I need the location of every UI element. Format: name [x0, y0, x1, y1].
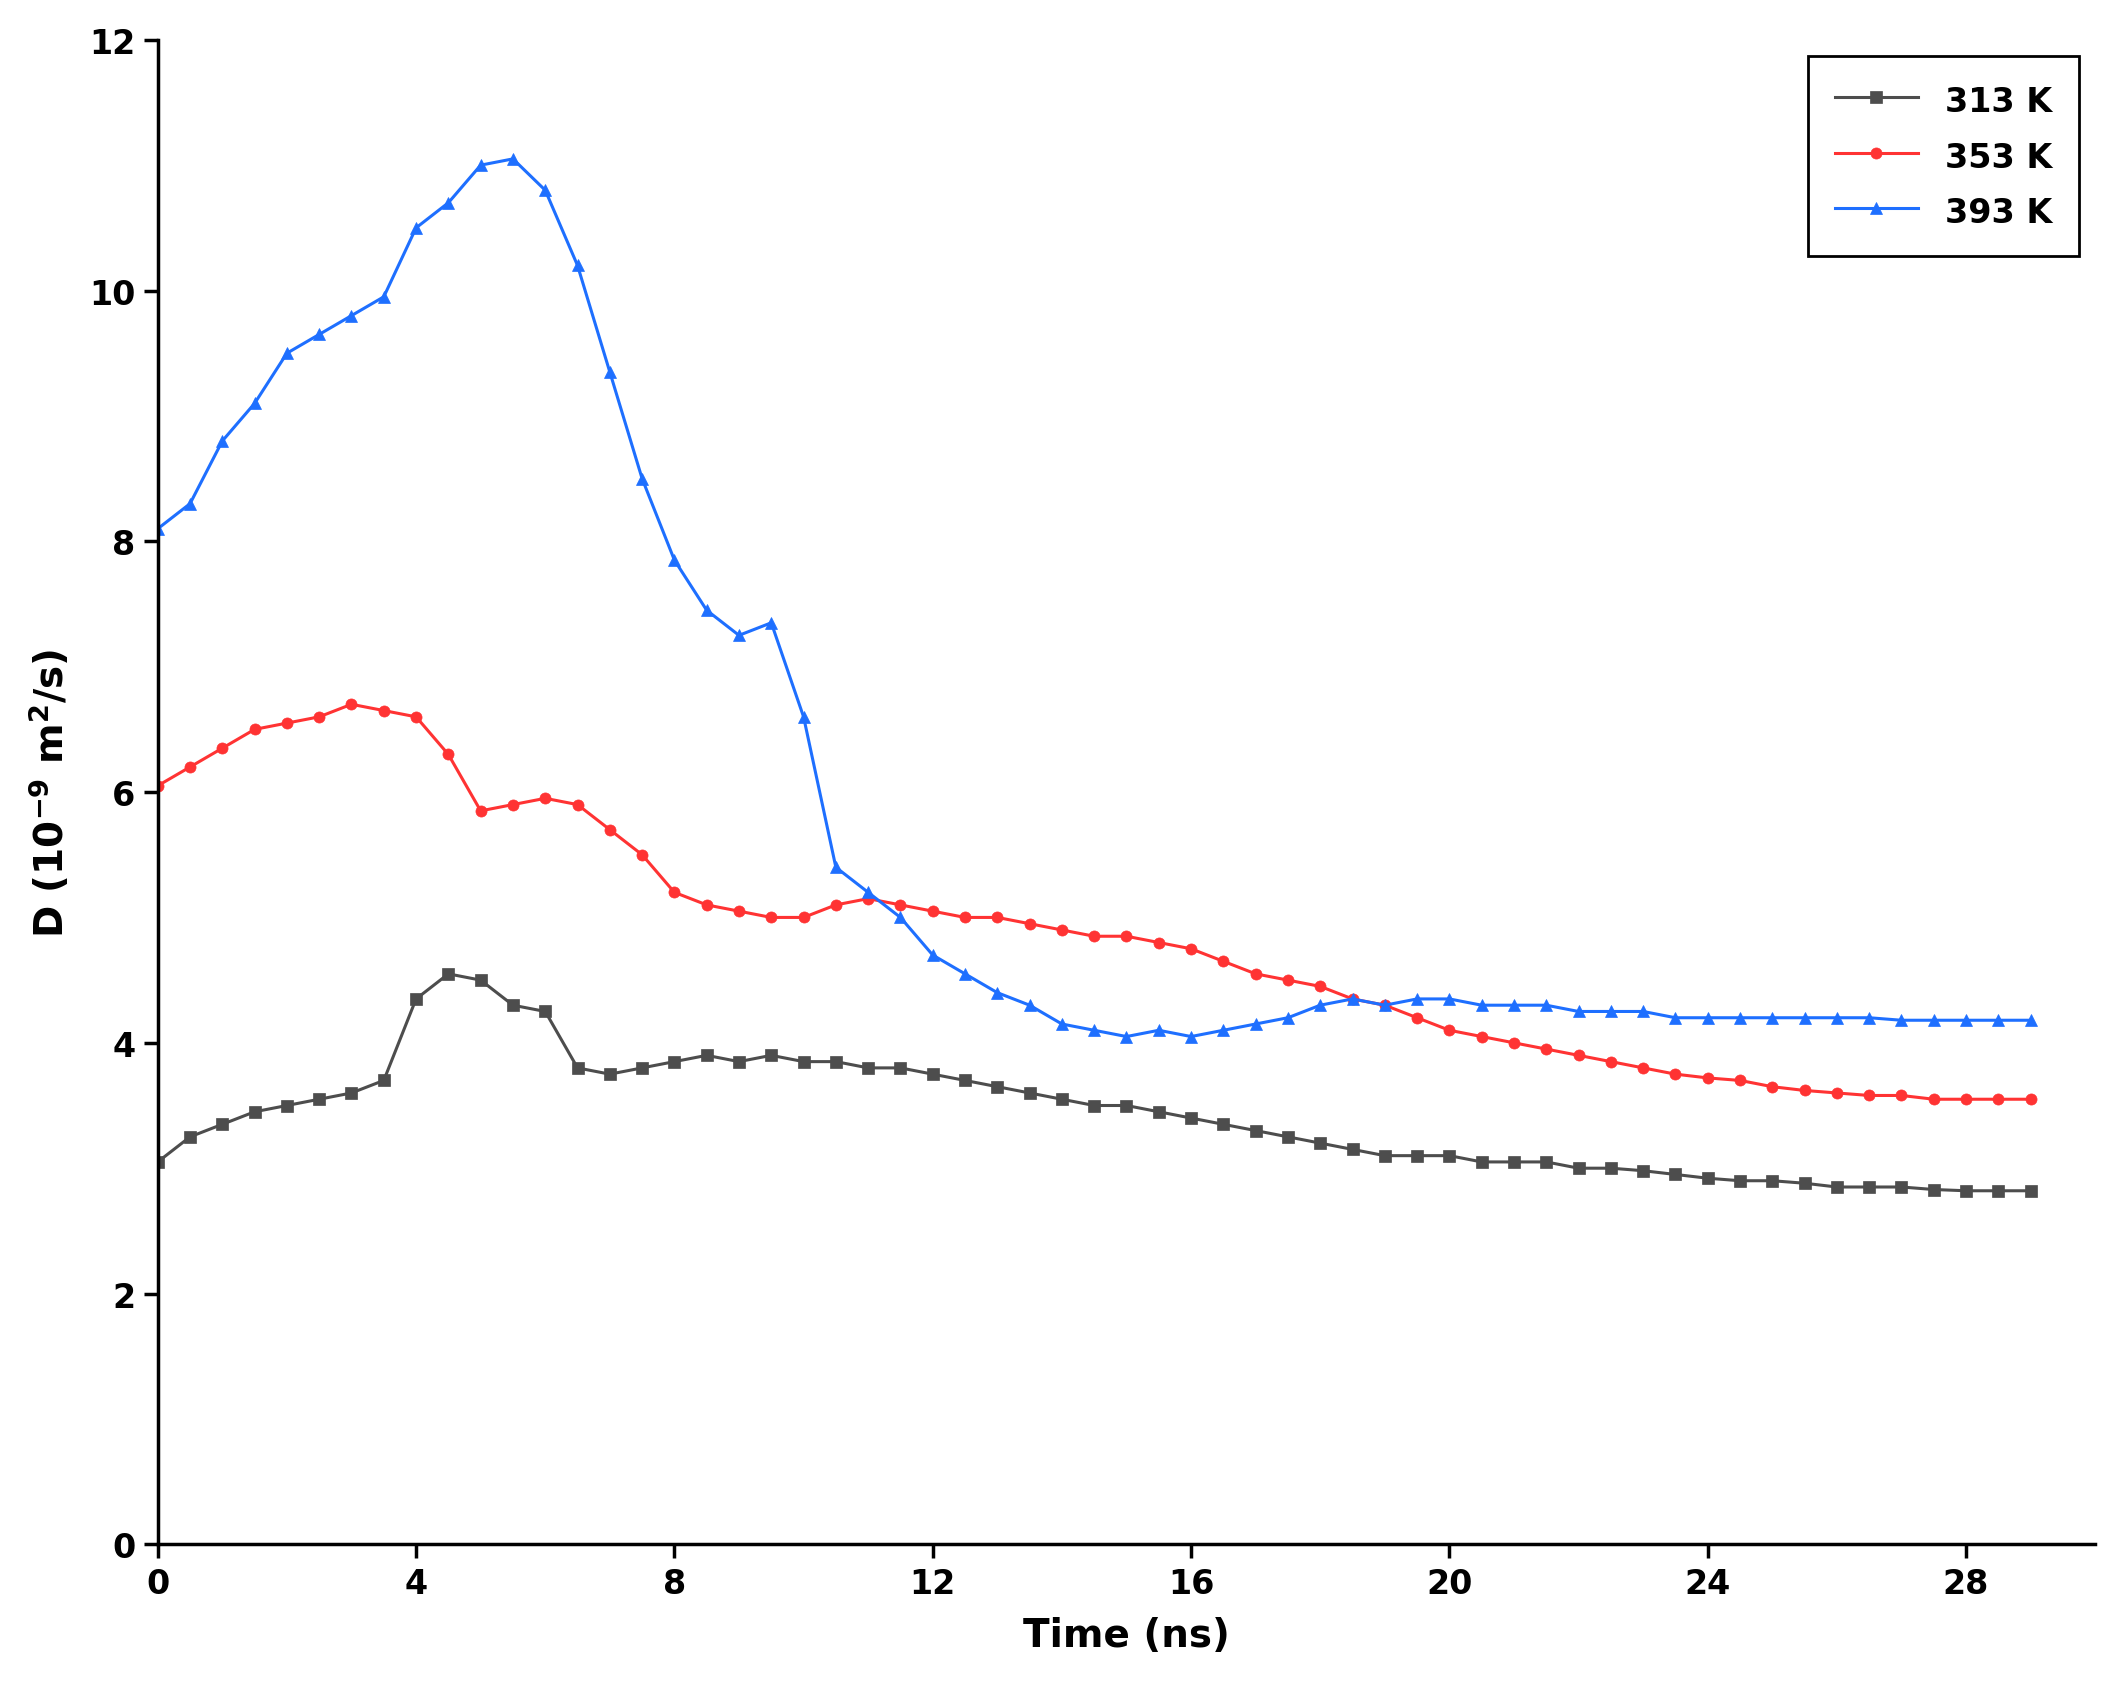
393 K	[210, 432, 236, 452]
353 K	[467, 801, 493, 821]
313 K	[144, 1152, 170, 1172]
Y-axis label: D (10$^{-9}$ m$^{2}$/s): D (10$^{-9}$ m$^{2}$/s)	[28, 648, 72, 937]
393 K	[340, 306, 365, 326]
Legend: 313 K, 353 K, 393 K: 313 K, 353 K, 393 K	[1809, 57, 2078, 257]
313 K	[467, 971, 493, 991]
353 K	[1146, 934, 1172, 954]
313 K	[1533, 1152, 1558, 1172]
353 K	[144, 775, 170, 796]
393 K	[662, 550, 688, 570]
353 K	[340, 695, 365, 715]
Line: 353 K: 353 K	[153, 700, 2036, 1105]
313 K	[662, 1051, 688, 1071]
353 K	[210, 738, 236, 759]
313 K	[435, 964, 461, 984]
313 K	[340, 1083, 365, 1103]
393 K	[144, 520, 170, 540]
313 K	[210, 1115, 236, 1135]
X-axis label: Time (ns): Time (ns)	[1023, 1616, 1229, 1653]
393 K	[435, 193, 461, 214]
313 K	[2017, 1181, 2042, 1201]
Line: 393 K: 393 K	[153, 155, 2036, 1043]
393 K	[1567, 1002, 1592, 1023]
353 K	[2017, 1090, 2042, 1110]
Line: 313 K: 313 K	[153, 969, 2036, 1196]
353 K	[372, 701, 397, 722]
353 K	[662, 883, 688, 903]
313 K	[1953, 1181, 1979, 1201]
353 K	[1921, 1090, 1947, 1110]
393 K	[2017, 1011, 2042, 1031]
393 K	[1115, 1026, 1140, 1046]
353 K	[1533, 1039, 1558, 1060]
393 K	[1178, 1026, 1204, 1046]
393 K	[501, 150, 527, 170]
313 K	[1146, 1102, 1172, 1122]
